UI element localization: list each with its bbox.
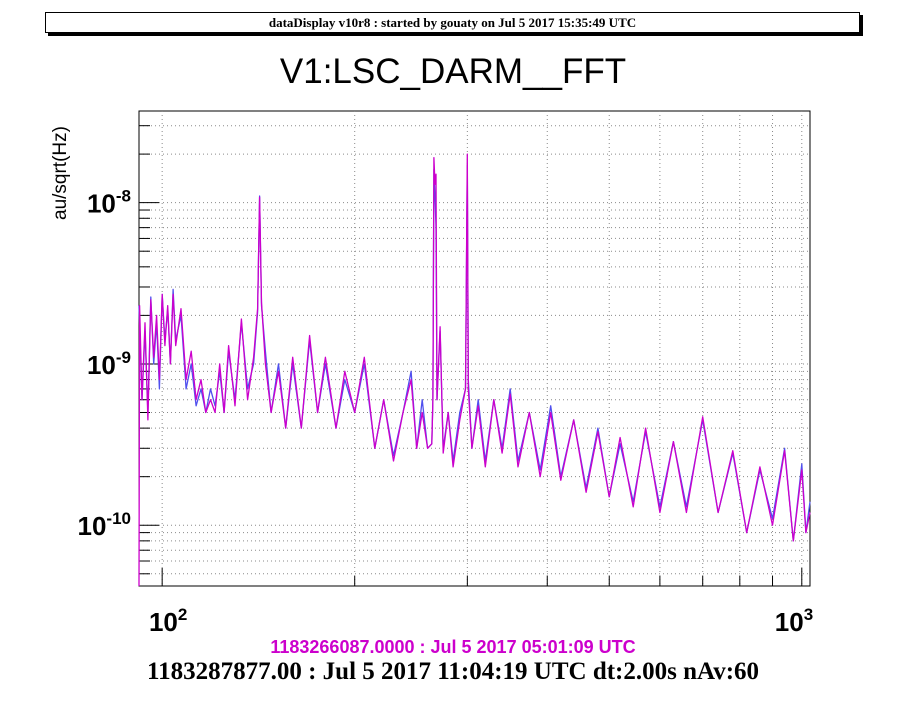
header-text: dataDisplay v10r8 : started by gouaty on…: [268, 15, 637, 30]
y-tick-label: 10-10: [78, 509, 132, 541]
x-tick-label: 103: [775, 605, 813, 637]
y-tick-label: 10-8: [87, 187, 131, 219]
header-bar: dataDisplay v10r8 : started by gouaty on…: [45, 12, 860, 33]
reference-time-label: 1183266087.0000 : Jul 5 2017 05:01:09 UT…: [270, 637, 636, 657]
y-tick-label: 10-9: [87, 348, 131, 380]
x-tick-label: 102: [149, 605, 187, 637]
series-line: [138, 153, 811, 587]
current-time-label: 1183287877.00 : Jul 5 2017 11:04:19 UTC …: [146, 658, 760, 685]
tick-layer: [139, 125, 803, 586]
series-line: [138, 164, 811, 542]
series-layer: [138, 153, 811, 587]
label-layer: 10-10 10-9 10-8 102 103: [78, 187, 814, 637]
y-axis-label: au/sqrt(Hz): [50, 126, 71, 220]
chart-title: V1:LSC_DARM__FFT: [279, 52, 627, 91]
